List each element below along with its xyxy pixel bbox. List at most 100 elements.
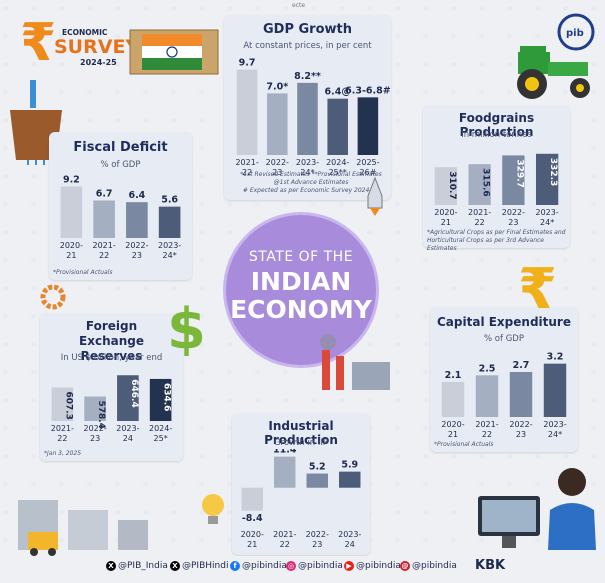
food-value-label: 310.7 [447,171,457,199]
food-note-2: Horticultural Crops as per 3rd Advance E… [427,237,544,252]
iip-bar [306,473,328,488]
capex-category-label: 24* [548,430,562,439]
food-value-label: 315.6 [481,168,491,196]
fiscal-category-label: 2021- [93,241,116,250]
iip-bar [339,471,361,488]
threads-icon: @ [400,561,410,571]
social-youtube[interactable]: ▶ @pibindia [344,561,401,571]
fiscal-category-label: 22 [99,251,109,260]
social-x-pib-hindi[interactable]: X @PIBHindi [170,561,228,571]
gdp-category-label: 24* [300,168,314,177]
gdp-category-label: 23 [272,168,282,177]
gdp-note-3: # Expected as per Economic Survey 2024-2… [242,187,380,194]
gdp-value-label: 9.7 [239,58,256,69]
gdp-chart: 9.7 2021-22 7.0* 2022-23 8.2** 2023-24* 6.4@ 20… [235,58,391,177]
capex-panel: Capital Expenditure % of GDP 2.1 2020- 21 2… [430,307,578,452]
food-category-label: 2022- [502,208,525,217]
capex-subtitle: % of GDP [484,334,524,344]
instagram-icon: ◎ [286,561,296,571]
iip-category-label: 2020- [241,530,264,539]
foodgrains-panel: Foodgrains Production In million tonnes … [423,105,570,252]
gdp-category-label: 2024- [326,158,349,167]
dollar-icon: $ [167,297,206,356]
capex-value-label: 2.5 [479,363,496,374]
iip-value-label: 5.9 [341,460,358,471]
kbk-brand: KBK [475,558,506,573]
handle-1: @PIB_India [118,561,168,571]
gdp-value-label: 6.3-6.8# [345,85,391,96]
iip-value-label: 5.2 [309,462,326,473]
iip-category-label: 24 [345,540,355,549]
forex-subtitle: In US $ billion, year end [60,353,163,363]
iip-subtitle: Growth in IIP [273,438,329,448]
gear-icon [40,284,66,310]
forex-value-label: 578.4 [96,401,106,429]
gdp-bar [297,82,318,155]
iip-category-label: 21 [247,540,257,549]
forex-note: *Jan 3, 2025 [44,450,82,457]
forex-value-label: 634.6 [162,383,172,411]
food-category-label: 2023- [536,208,559,217]
social-instagram[interactable]: ◎ @pibindia [286,561,343,571]
gdp-note-1: *1st Revised Estimates **Provisional Est… [240,171,382,178]
handle-4: @pibindia [298,561,343,571]
gdp-category-label: 2025- [356,158,379,167]
footer [0,556,605,580]
fiscal-value-label: 5.6 [161,195,178,206]
food-note-1: *Agricultural Crops as per Final Estimat… [427,229,566,236]
gdp-value-label: 6.4@ [325,87,351,98]
person-at-computer-icon [478,468,596,550]
capex-bar [441,382,465,417]
rupee-logo-icon: ₹ [20,13,56,73]
social-threads[interactable]: @ @pibindia [400,561,457,571]
svg-text:pib: pib [566,28,584,39]
gdp-panel: GDP Growth At constant prices, in per ce… [224,15,391,200]
logo-economic: ECONOMIC [62,28,108,37]
gdp-category-label: 2021- [235,158,258,167]
iip-category-label: 23 [312,540,322,549]
svg-text:₹: ₹ [20,13,56,72]
food-value-label: 329.7 [514,159,524,187]
handle-5: @pibindia [356,561,401,571]
gdp-value-label: 8.2** [294,71,321,82]
rupee-gold-icon: ₹ [518,257,557,316]
fiscal-bar [126,202,148,238]
gdp-category-label: 22 [242,168,252,177]
iip-value-label: 11.4 [273,449,297,456]
food-bar [535,153,559,205]
fiscal-bar [158,206,181,238]
social-facebook[interactable]: f @pibindia [230,561,287,571]
fiscal-panel: Fiscal Deficit % of GDP 9.2 2020- 21 6.7 202… [49,132,192,280]
social-x-pib-india[interactable]: X @PIB_India [106,561,168,571]
fiscal-subtitle: % of GDP [100,160,141,170]
tractor-icon [517,46,590,99]
gdp-category-label: 2022- [266,158,289,167]
forex-category-label: 2024- [149,424,172,433]
capex-category-label: 21 [448,430,458,439]
food-category-label: 22 [475,218,485,227]
forex-category-label: 24 [123,434,133,443]
forex-panel: Foreign Exchange Reserves In US $ billio… [40,313,183,461]
forex-bar [51,387,74,421]
capex-bar [543,363,567,417]
factory-icon [320,334,390,390]
svg-text:$: $ [167,297,206,356]
fiscal-title: Fiscal Deficit [73,140,168,155]
gdp-note-2: @1st Advance Estimates [273,179,349,186]
iip-value-label: -8.4 [242,513,263,524]
center-line3: ECONOMY [230,295,372,324]
top-tag: ecte [292,2,306,9]
rocket-icon [367,176,383,216]
food-category-label: 24* [540,218,554,227]
center-line2: INDIAN [250,267,352,296]
capex-bar [475,375,499,417]
flag-container-icon [129,29,219,75]
food-category-label: 2020- [434,208,457,217]
gdp-category-label: 2023- [296,158,319,167]
food-category-label: 21 [441,218,451,227]
forex-category-label: 2021- [51,424,74,433]
iip-chart: -8.4 2020-21 11.4 2021-22 5.2 2022-23 5.9 2023-… [241,449,362,549]
fiscal-bar [93,200,115,238]
youtube-icon: ▶ [344,561,354,571]
gdp-bar [267,93,288,155]
